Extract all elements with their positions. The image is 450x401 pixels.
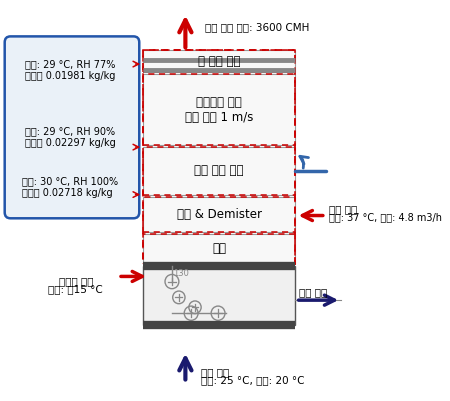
Bar <box>143 50 295 264</box>
Bar <box>143 266 295 325</box>
Text: 보급수 입수: 보급수 입수 <box>58 277 93 287</box>
Text: 건구: 29 °C, RH 77%
수분량 0.01981 kg/kg: 건구: 29 °C, RH 77% 수분량 0.01981 kg/kg <box>25 59 115 81</box>
Text: 외기 응축 모듈: 외기 응축 모듈 <box>194 164 244 177</box>
Bar <box>143 74 295 145</box>
Text: 온수 출수: 온수 출수 <box>299 287 327 297</box>
Text: 흡입 공기: 흡입 공기 <box>201 368 229 377</box>
Text: 토출 공기 풍량: 3600 CMH: 토출 공기 풍량: 3600 CMH <box>205 22 309 32</box>
Bar <box>143 147 295 194</box>
FancyBboxPatch shape <box>4 36 139 218</box>
Text: 노즐 & Demister: 노즐 & Demister <box>176 208 261 221</box>
Bar <box>143 147 295 194</box>
Text: 필러: 필러 <box>212 243 226 255</box>
Bar <box>143 196 295 232</box>
Text: 건구: 29 °C, RH 90%
수분량 0.02297 kg/kg: 건구: 29 °C, RH 90% 수분량 0.02297 kg/kg <box>25 126 116 148</box>
Bar <box>143 50 295 72</box>
Bar <box>143 74 295 145</box>
Text: 130: 130 <box>173 269 189 278</box>
Bar <box>143 234 295 264</box>
Bar <box>143 196 295 232</box>
Text: 온도: 37 °C, 유량: 4.8 m3/h: 온도: 37 °C, 유량: 4.8 m3/h <box>329 212 442 222</box>
Text: 온도: 약15 °C: 온도: 약15 °C <box>49 284 103 294</box>
Text: 건구: 25 °C, 습구: 20 °C: 건구: 25 °C, 습구: 20 °C <box>201 375 304 385</box>
Text: 건구: 30 °C, RH 100%
수분량 0.02718 kg/kg: 건구: 30 °C, RH 100% 수분량 0.02718 kg/kg <box>22 177 118 198</box>
Bar <box>143 50 295 72</box>
Text: 팬 모터 모듈: 팬 모터 모듈 <box>198 55 240 68</box>
Bar <box>143 234 295 264</box>
Text: 온수 입수: 온수 입수 <box>329 204 357 214</box>
Text: 멤브레인 모듈
투과 풍속 1 m/s: 멤브레인 모듈 투과 풍속 1 m/s <box>185 95 253 124</box>
